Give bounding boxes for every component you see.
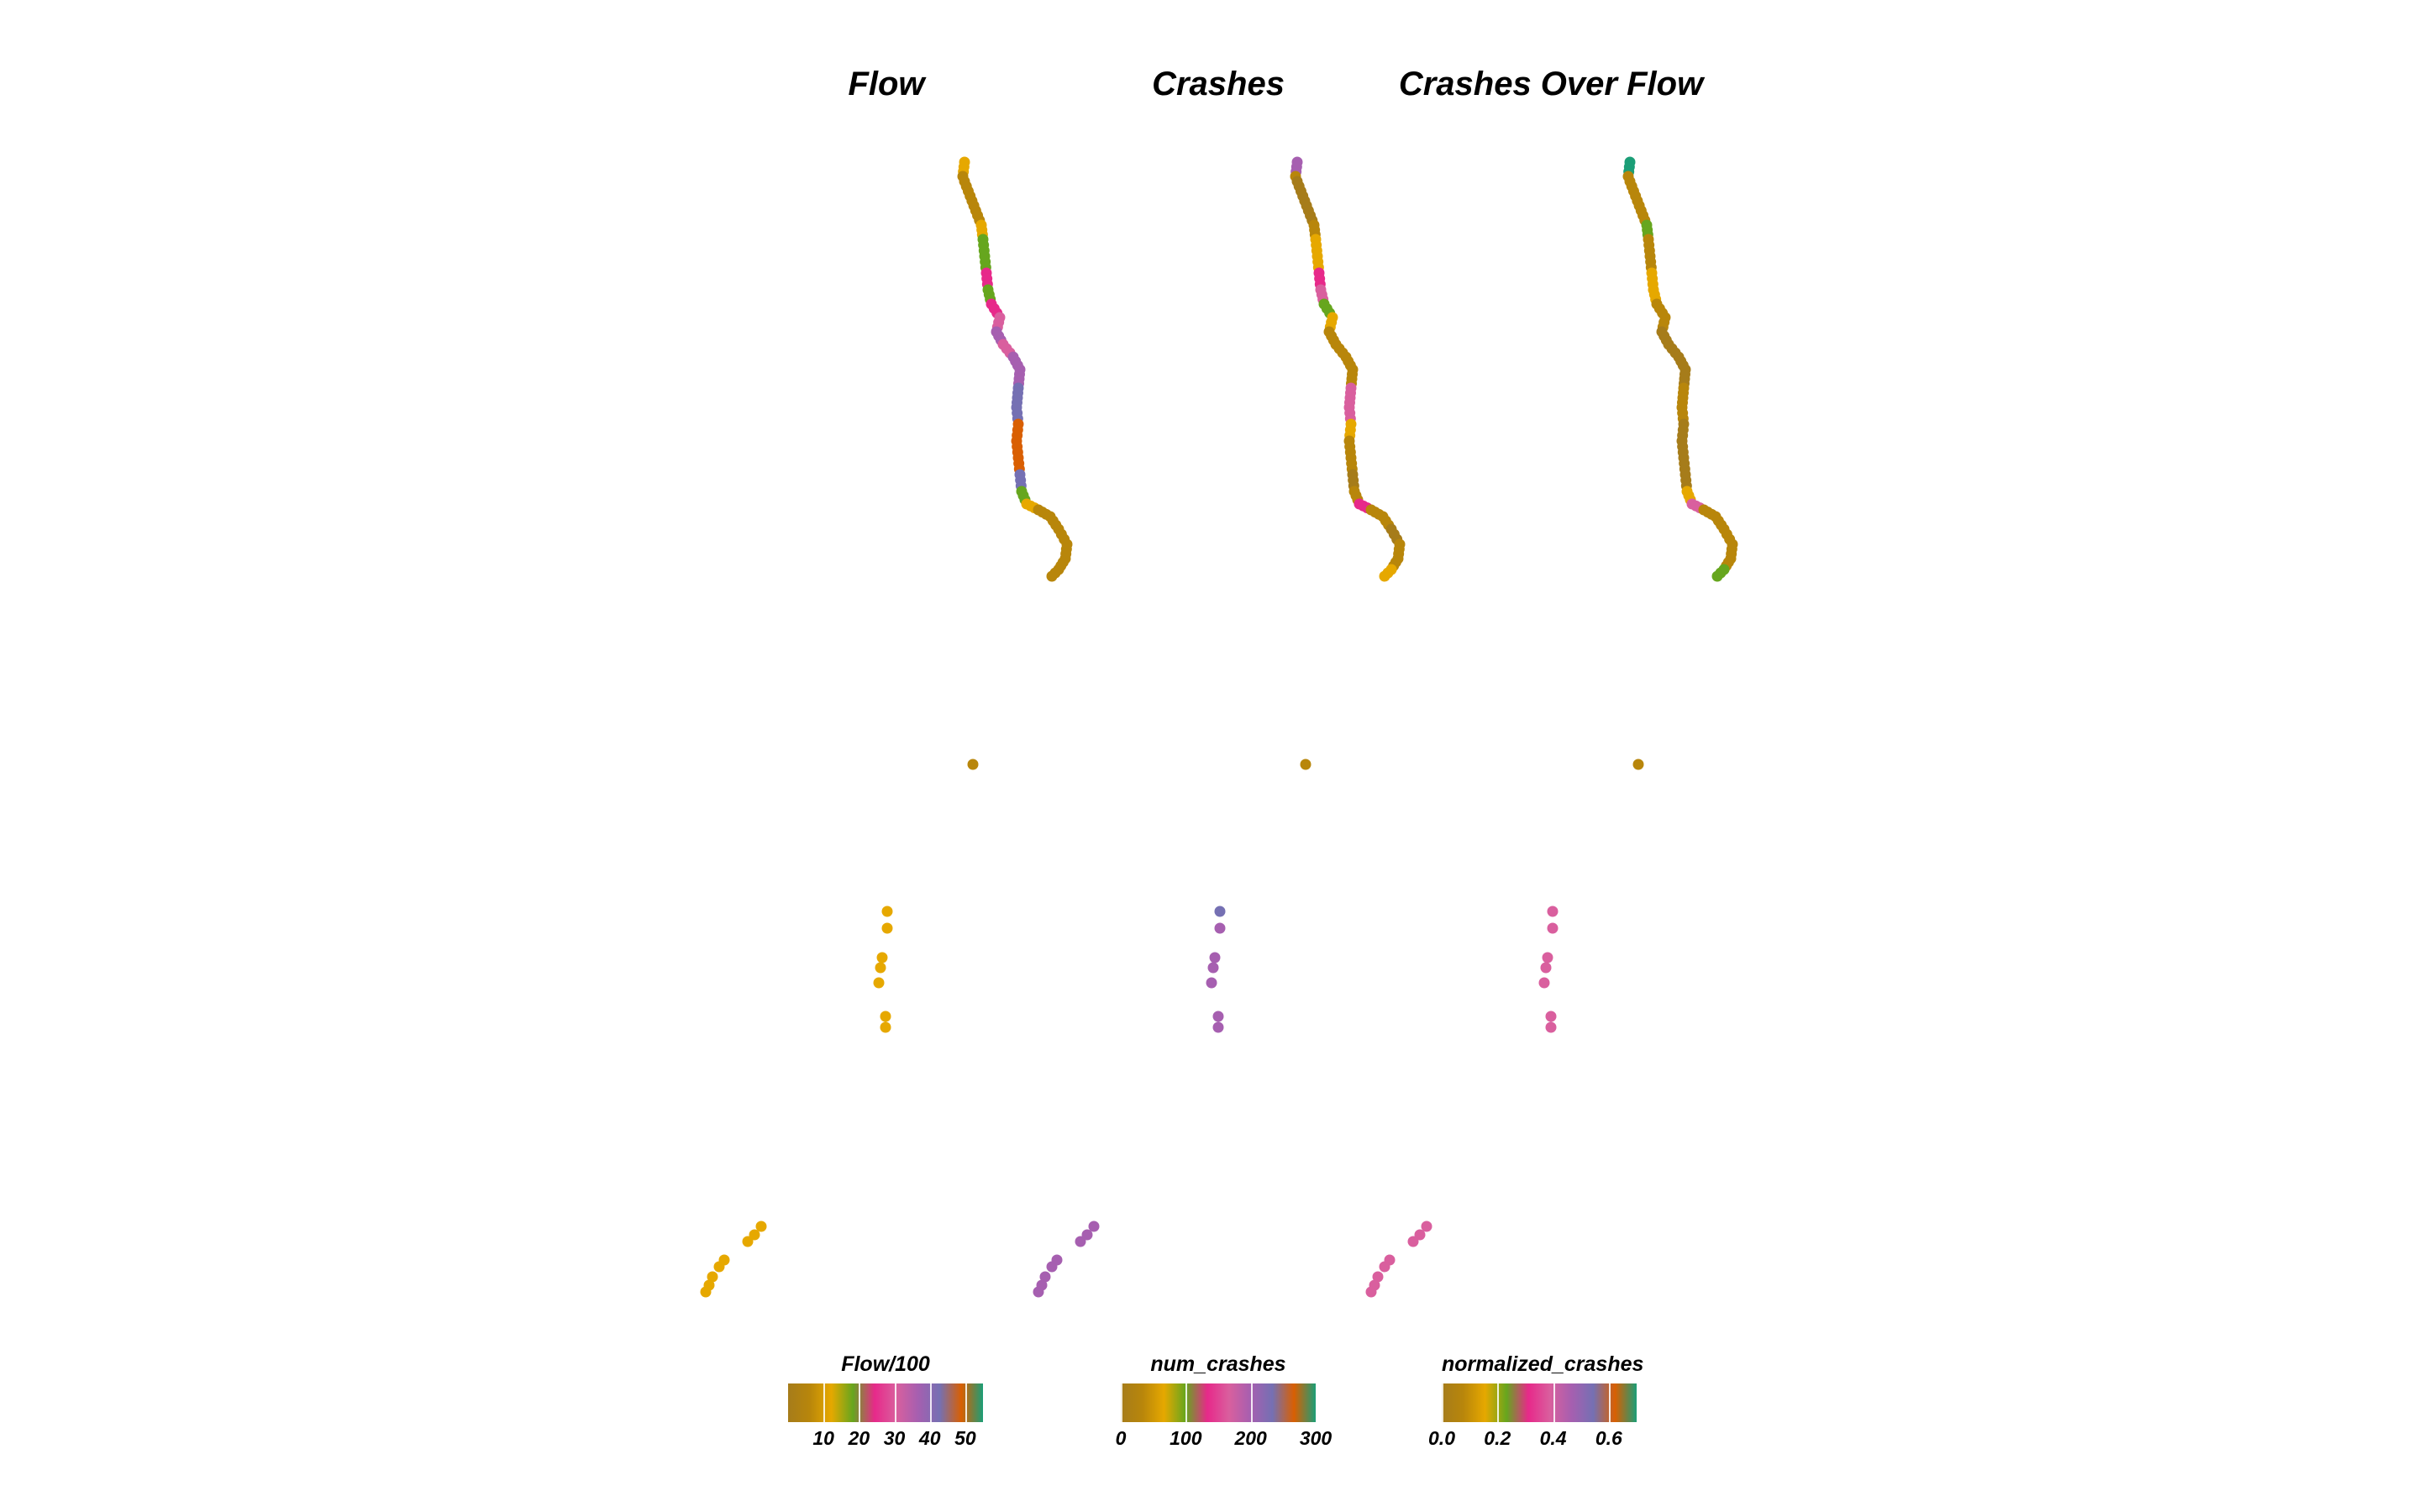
data-point — [1033, 1286, 1044, 1298]
data-point — [1212, 1021, 1224, 1033]
legend-tick-label: 0 — [1115, 1427, 1127, 1449]
legend-tick-mark — [859, 1383, 861, 1422]
data-point — [707, 1271, 718, 1283]
data-point — [967, 759, 979, 770]
legend-tick-label: 50 — [954, 1427, 976, 1449]
legend-tick-label: 0.4 — [1539, 1427, 1567, 1449]
legend-tick-label: 100 — [1170, 1427, 1202, 1449]
legend-tick-label: 0.6 — [1595, 1427, 1622, 1449]
data-point — [1300, 759, 1312, 770]
points-panel-2 — [1365, 156, 1738, 1298]
data-point — [1206, 977, 1217, 989]
data-point — [1414, 1229, 1426, 1241]
data-point — [1039, 1271, 1051, 1283]
data-point — [1379, 1261, 1390, 1273]
legend-tick-mark — [1608, 1383, 1611, 1422]
legend-tick-label: 10 — [812, 1427, 834, 1449]
data-point — [1711, 570, 1723, 582]
data-point — [742, 1236, 754, 1247]
legend-colorbar-crashes — [1121, 1383, 1317, 1422]
data-point — [1632, 759, 1644, 770]
data-point — [1046, 1261, 1058, 1273]
legend-tick-mark — [1316, 1383, 1317, 1422]
data-point — [700, 1286, 712, 1298]
data-point — [876, 952, 888, 963]
data-point — [1046, 570, 1058, 582]
data-point — [880, 1021, 891, 1033]
map-panels — [700, 156, 1738, 1298]
data-point — [1081, 1229, 1093, 1241]
points-panel-0 — [700, 156, 1073, 1298]
legend-tick-label: 0.0 — [1428, 1427, 1455, 1449]
points-panel-1 — [1033, 156, 1406, 1298]
legend-tick-mark — [823, 1383, 826, 1422]
legend-tick-mark — [894, 1383, 896, 1422]
legend-flow: Flow/100 10 20 30 40 50 — [788, 1352, 983, 1456]
legend-tick-label: 20 — [848, 1427, 870, 1449]
data-point — [1538, 977, 1550, 989]
data-point — [1407, 1236, 1419, 1247]
legend-ticks-normalized: 0.0 0.2 0.4 0.6 — [1428, 1427, 1637, 1456]
legend-tick-mark — [1121, 1383, 1122, 1422]
panel-title-crashes: Crashes — [1152, 66, 1285, 102]
data-point — [1207, 962, 1219, 974]
data-point — [1365, 1286, 1377, 1298]
legend-tick-label: 200 — [1234, 1427, 1267, 1449]
data-point — [1212, 1011, 1224, 1022]
legend-tick-label: 40 — [918, 1427, 941, 1449]
data-point — [713, 1261, 725, 1273]
legend-tick-mark — [929, 1383, 932, 1422]
legend-crashes: num_crashes 0 100 200 300 — [1116, 1352, 1333, 1456]
legend-ticks-crashes: 0 100 200 300 — [1116, 1427, 1333, 1456]
legend-title-flow: Flow/100 — [841, 1352, 930, 1376]
legend-tick-label: 300 — [1299, 1427, 1333, 1449]
data-point — [881, 906, 893, 917]
data-point — [1545, 1011, 1557, 1022]
legend-tick-mark — [965, 1383, 967, 1422]
legend-normalized: normalized_crashes 0.0 0.2 0.4 0.6 — [1428, 1352, 1644, 1456]
data-point — [875, 962, 886, 974]
data-point — [1372, 1271, 1384, 1283]
data-point — [749, 1229, 760, 1241]
data-point — [1088, 1221, 1100, 1232]
data-point — [1547, 922, 1559, 934]
legend-tick-label: 0.2 — [1484, 1427, 1511, 1449]
data-point — [1540, 962, 1552, 974]
legend-tick-mark — [1250, 1383, 1253, 1422]
legend-ticks-flow: 10 20 30 40 50 — [788, 1427, 983, 1456]
panel-title-crashes-over-flow: Crashes Over Flow — [1398, 66, 1704, 102]
data-point — [1209, 952, 1221, 963]
data-point — [1547, 906, 1559, 917]
legend-tick-mark — [1553, 1383, 1555, 1422]
legend-title-crashes: num_crashes — [1150, 1352, 1286, 1376]
legend-colorbar-flow — [788, 1383, 983, 1422]
legend-tick-mark — [1185, 1383, 1188, 1422]
data-point — [1545, 1021, 1557, 1033]
legend-title-normalized: normalized_crashes — [1442, 1352, 1644, 1376]
data-point — [1421, 1221, 1432, 1232]
data-point — [755, 1221, 767, 1232]
data-point — [1214, 922, 1226, 934]
data-point — [1542, 952, 1553, 963]
data-point — [1214, 906, 1226, 917]
legend-colorbar-normalized — [1442, 1383, 1637, 1422]
data-point — [1075, 1236, 1086, 1247]
data-point — [873, 977, 885, 989]
data-point — [880, 1011, 891, 1022]
data-point — [881, 922, 893, 934]
panel-title-flow: Flow — [848, 66, 925, 102]
legend-tick-mark — [1497, 1383, 1500, 1422]
data-point — [1379, 570, 1390, 582]
legend-tick-mark — [1442, 1383, 1443, 1422]
legend-tick-label: 30 — [883, 1427, 906, 1449]
